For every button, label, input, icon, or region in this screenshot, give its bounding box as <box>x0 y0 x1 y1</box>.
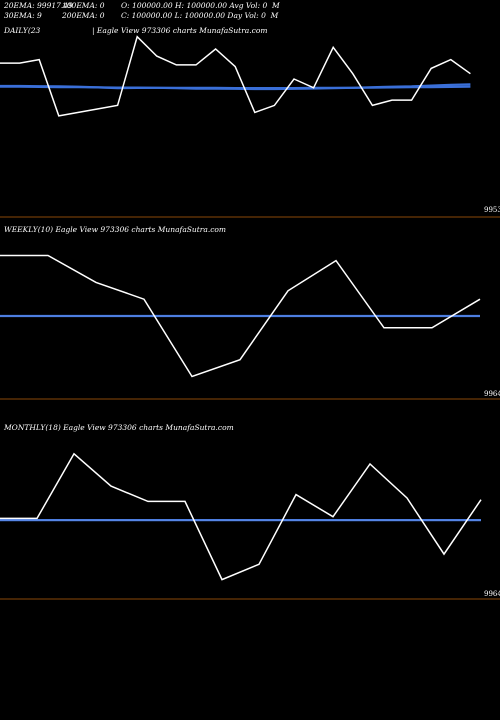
header-ema30: 30EMA: 9 <box>4 11 42 20</box>
weekly-panel-label: WEEKLY(10) Eagle View 973306 charts Muna… <box>4 225 226 234</box>
monthly-price-line <box>0 452 482 581</box>
header-ema200: 200EMA: 0 <box>62 11 105 20</box>
weekly-tick-label: 9964 <box>484 390 500 398</box>
header-ohlc-bottom: C: 100000.00 L: 100000.00 Day Vol: 0 M <box>121 11 279 20</box>
daily-price-line <box>0 35 471 117</box>
weekly-price-line <box>0 254 481 378</box>
daily-panel-label: DAILY(23 <box>3 26 41 35</box>
daily-panel-label-right: | Eagle View 973306 charts MunafaSutra.c… <box>92 26 267 35</box>
monthly-tick-label: 9964 <box>484 590 500 598</box>
header-ema20: 20EMA: 99917.49 <box>4 1 73 10</box>
daily-tick-label: 9953 <box>484 206 500 214</box>
header-ema100: 100EMA: 0 <box>62 1 105 10</box>
daily-ema-line-2 <box>0 85 471 90</box>
header-ohlc-top: O: 100000.00 H: 100000.00 Avg Vol: 0 M <box>121 1 280 10</box>
monthly-panel-label: MONTHLY(18) Eagle View 973306 charts Mun… <box>3 423 234 432</box>
